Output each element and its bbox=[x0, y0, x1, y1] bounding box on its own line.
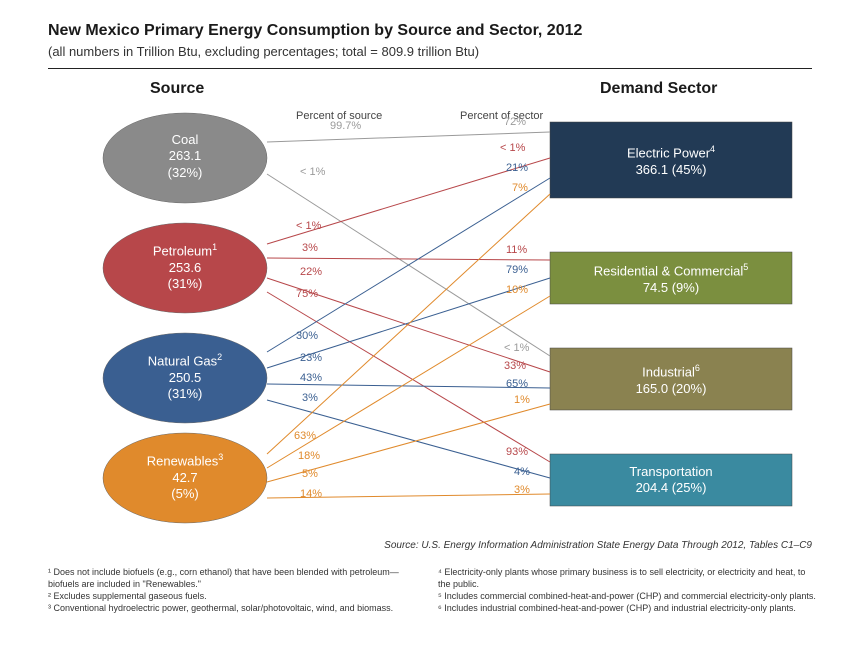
pct-source-gas-trans: 3% bbox=[302, 392, 318, 404]
pct-source-renew-elec: 63% bbox=[294, 430, 316, 442]
pct-sector-petroleum-elec: < 1% bbox=[500, 142, 525, 154]
pct-source-coal-elec: 99.7% bbox=[330, 120, 361, 132]
sector-node-elec: Electric Power4366.1 (45%) bbox=[550, 144, 792, 178]
pct-sector-gas-ind: 65% bbox=[506, 378, 528, 390]
pct-source-gas-elec: 30% bbox=[296, 330, 318, 342]
sector-node-ind: Industrial6165.0 (20%) bbox=[550, 363, 792, 397]
pct-source-petroleum-elec: < 1% bbox=[296, 220, 321, 232]
pct-sector-coal-elec: 72% bbox=[504, 116, 526, 128]
pct-sector-renew-trans: 3% bbox=[514, 484, 530, 496]
footnotes-left: ¹ Does not include biofuels (e.g., corn … bbox=[48, 566, 428, 615]
flow-canvas bbox=[0, 0, 860, 657]
pct-sector-petroleum-ind: 33% bbox=[504, 360, 526, 372]
pct-source-coal-ind: < 1% bbox=[300, 166, 325, 178]
footnotes-right: ⁴ Electricity-only plants whose primary … bbox=[438, 566, 818, 615]
pct-source-petroleum-resc: 3% bbox=[302, 242, 318, 254]
source-node-petroleum: Petroleum1253.6(31%) bbox=[103, 242, 267, 292]
pct-sector-renew-resc: 10% bbox=[506, 284, 528, 296]
source-node-coal: Coal263.1(32%) bbox=[103, 132, 267, 181]
pct-source-gas-resc: 23% bbox=[300, 352, 322, 364]
source-credit: Source: U.S. Energy Information Administ… bbox=[380, 540, 812, 551]
energy-sankey-diagram: New Mexico Primary Energy Consumption by… bbox=[0, 0, 860, 657]
pct-source-petroleum-trans: 75% bbox=[296, 288, 318, 300]
pct-sector-gas-elec: 21% bbox=[506, 162, 528, 174]
source-node-renew: Renewables342.7(5%) bbox=[103, 452, 267, 502]
pct-sector-petroleum-trans: 93% bbox=[506, 446, 528, 458]
pct-sector-renew-elec: 7% bbox=[512, 182, 528, 194]
pct-sector-coal-ind: < 1% bbox=[504, 342, 529, 354]
pct-sector-gas-resc: 79% bbox=[506, 264, 528, 276]
pct-source-renew-ind: 5% bbox=[302, 468, 318, 480]
source-node-gas: Natural Gas2250.5(31%) bbox=[103, 352, 267, 402]
pct-source-renew-resc: 18% bbox=[298, 450, 320, 462]
sector-node-resc: Residential & Commercial574.5 (9%) bbox=[550, 262, 792, 296]
pct-sector-gas-trans: 4% bbox=[514, 466, 530, 478]
pct-source-gas-ind: 43% bbox=[300, 372, 322, 384]
pct-source-renew-trans: 14% bbox=[300, 488, 322, 500]
pct-sector-renew-ind: 1% bbox=[514, 394, 530, 406]
pct-source-petroleum-ind: 22% bbox=[300, 266, 322, 278]
pct-sector-petroleum-resc: 11% bbox=[506, 244, 527, 256]
sector-node-trans: Transportation204.4 (25%) bbox=[550, 464, 792, 497]
